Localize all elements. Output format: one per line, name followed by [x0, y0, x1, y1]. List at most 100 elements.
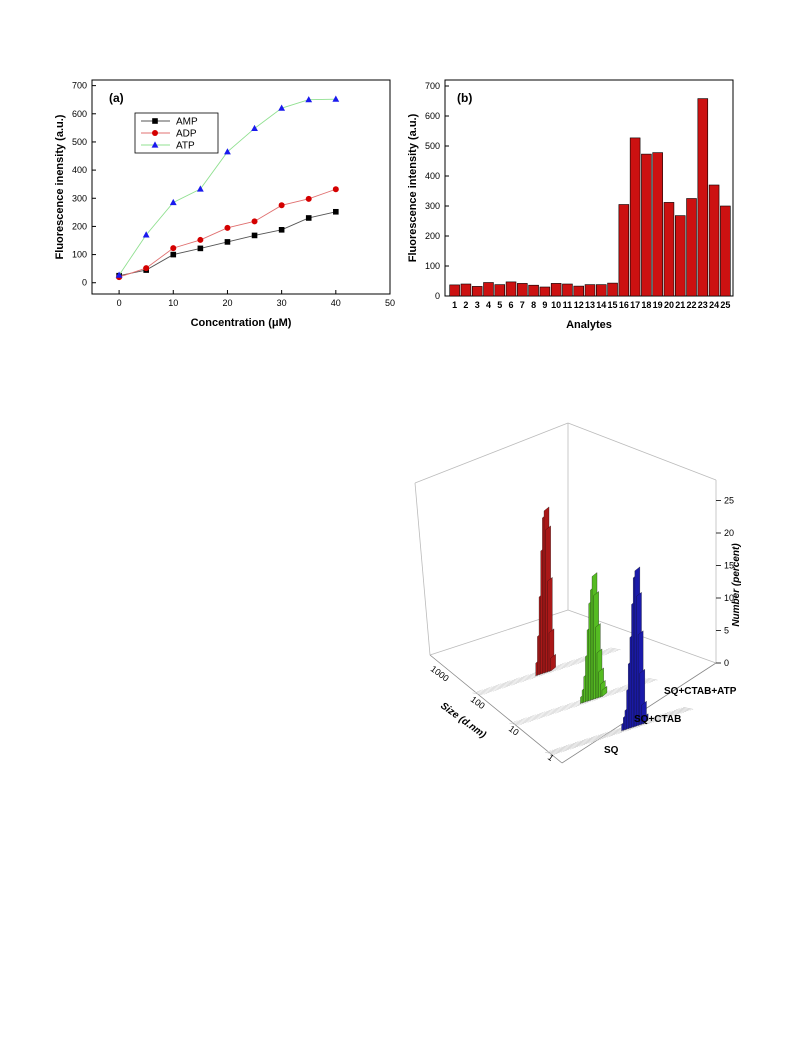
chart-c-row-grid [545, 751, 556, 755]
chart-a-point-amp [170, 251, 177, 258]
chart-c-row-grid [560, 706, 571, 709]
chart-c-row-grid [527, 716, 538, 720]
chart-c-row-grid [593, 736, 604, 739]
chart-c-row-grid [653, 716, 664, 720]
chart-c-row-grid [584, 739, 595, 742]
chart-c-row-grid [506, 681, 518, 684]
chart-b-xtick-label: 13 [585, 300, 595, 310]
chart-c-row-grid [669, 711, 680, 715]
chart-b-bar [629, 137, 641, 297]
chart-b-bar [674, 215, 686, 297]
chart-b-bar [505, 281, 517, 297]
chart-a-xtick-label: 30 [277, 298, 287, 308]
chart-a-ytick-label: 400 [72, 165, 87, 175]
chart-b-xtick-label: 16 [619, 300, 629, 310]
chart-a-ytick-label: 100 [72, 250, 87, 260]
chart-b-bar [483, 282, 494, 297]
chart-a-point-adp [332, 186, 339, 193]
chart-b-ytick-label: 0 [435, 291, 440, 301]
chart-c-row-grid [527, 674, 538, 678]
chart-b-xtick-label: 5 [497, 300, 502, 310]
chart-c-row-grid [614, 729, 625, 733]
chart-c-row-grid [680, 707, 691, 711]
chart-a-point-adp [170, 245, 177, 252]
chart-c-row-grid [579, 740, 590, 744]
chart-c-row-grid [509, 680, 520, 684]
chart-c-row-grid [551, 749, 563, 753]
chart-c-row-grid [610, 689, 621, 693]
chart-b-bar [607, 282, 618, 297]
chart-c-ztick-label: 0 [724, 658, 729, 668]
chart-b-bar [460, 283, 472, 297]
chart-c-row-grid [648, 718, 659, 721]
chart-c-row-grid [657, 715, 668, 718]
chart-c-row-grid [563, 745, 574, 749]
chart-b-xtick-label: 23 [698, 300, 708, 310]
chart-c-row-grid [500, 683, 511, 687]
chart-c-row-grid [520, 719, 532, 722]
chart-c-row-grid [518, 677, 529, 681]
chart-c-row-grid [650, 717, 661, 721]
chart-c-row-grid [605, 649, 616, 652]
chart-b-bar [449, 284, 460, 297]
chart-a-point-adp [278, 202, 285, 209]
chart-a-legend-label: ATP [176, 141, 195, 152]
chart-c-row-grid [666, 712, 678, 715]
chart-b-ytick-label: 300 [425, 201, 440, 211]
chart-c-row-grid [539, 713, 550, 716]
chart-a-panel-label: (a) [109, 91, 124, 105]
chart-c-row-grid [572, 742, 583, 746]
chart-b-xtick-label: 20 [664, 300, 674, 310]
chart-c-row-grid [558, 747, 569, 751]
chart-b: (b) Analytes Fluorescence intensity (a.u… [407, 79, 734, 331]
chart-a-point-amp [305, 215, 312, 221]
chart-b-ytick-label: 100 [425, 261, 440, 271]
chart-a-ytick-label: 500 [72, 137, 87, 147]
chart-a-point-adp [251, 218, 258, 225]
chart-c-row-grid [610, 647, 621, 651]
chart-c-row-grid [568, 744, 579, 748]
chart-c-series-label: SQ+CTAB+ATP [664, 686, 737, 697]
chart-c-row-grid [543, 711, 555, 715]
chart-a-point-amp [278, 227, 285, 233]
chart-c-row-grid [602, 733, 613, 736]
chart-c-row-grid [655, 715, 666, 719]
chart-b-bar [550, 283, 562, 297]
chart-a-ylabel: Fluorescence inensity (a.u.) [54, 114, 66, 259]
chart-a-point-atp [251, 124, 258, 132]
chart-a-point-atp [332, 95, 340, 102]
chart-c-row-grid [556, 748, 567, 751]
chart-c-row-grid [571, 702, 582, 706]
chart-b-xtick-label: 24 [709, 300, 719, 310]
chart-b-xtick-label: 3 [475, 300, 480, 310]
chart-b-ytick-label: 600 [425, 111, 440, 121]
chart-c-row-grid [611, 730, 622, 733]
chart-c-row-grid [616, 728, 627, 732]
chart-c-row-grid [573, 701, 584, 705]
chart-c-size-tick-label: 100 [469, 694, 487, 711]
chart-b-xtick-label: 7 [520, 300, 525, 310]
chart-b-bar [697, 98, 709, 297]
chart-b-xtick-label: 22 [687, 300, 697, 310]
chart-a-point-amp [251, 232, 258, 239]
chart-b-bar [584, 284, 596, 297]
chart-c-row-grid [601, 650, 612, 654]
chart-c-row-grid [566, 661, 577, 665]
chart-c-row-grid [488, 687, 499, 690]
chart-a-xlabel: Concentration (μM) [191, 317, 292, 329]
chart-c-row-grid [520, 676, 531, 680]
chart-c-size-tick-label: 1000 [429, 664, 451, 684]
chart-c-row-grid [606, 691, 617, 694]
chart-b-xtick-label: 14 [596, 300, 606, 310]
chart-b-xtick-label: 15 [608, 300, 618, 310]
chart-b-xtick-label: 18 [641, 300, 651, 310]
chart-b-xtick-label: 10 [551, 300, 561, 310]
chart-c-row-grid [564, 704, 575, 708]
chart-b-xtick-label: 4 [486, 300, 491, 310]
chart-a-point-atp [196, 185, 204, 192]
chart-c-row-grid [608, 690, 619, 694]
chart-c-row-grid [570, 743, 581, 747]
chart-c-row-grid [483, 688, 495, 692]
chart-b-xtick-label: 1 [452, 300, 457, 310]
